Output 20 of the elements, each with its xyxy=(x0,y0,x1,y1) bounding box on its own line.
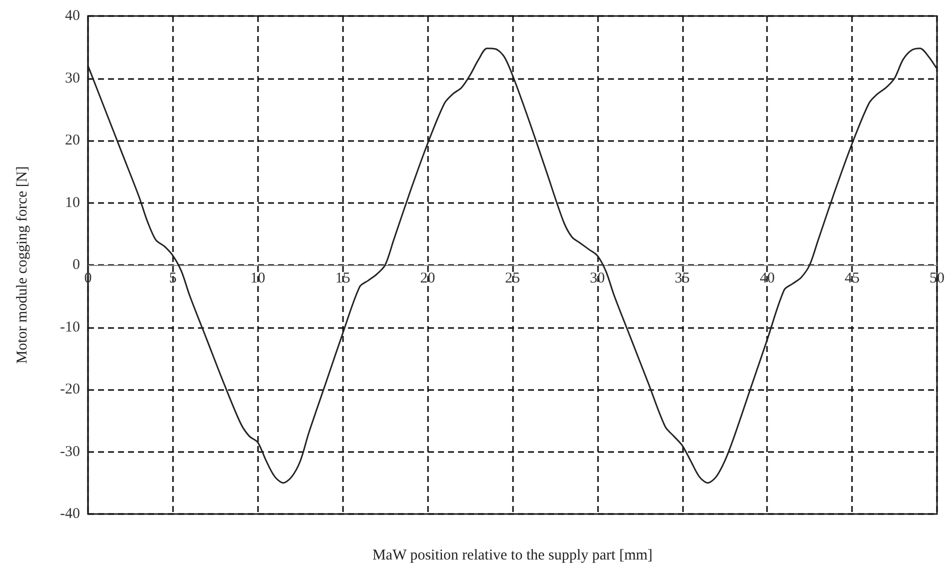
y-tick-label: 20 xyxy=(65,132,80,148)
x-tick-label: 25 xyxy=(505,270,520,286)
y-tick-label: -30 xyxy=(60,444,80,460)
x-axis-title: MaW position relative to the supply part [mm] xyxy=(372,548,653,564)
x-tick-label: 35 xyxy=(674,270,690,286)
x-tick-label: 40 xyxy=(760,270,775,286)
y-tick-label: -10 xyxy=(60,319,80,336)
x-tick-label: 5 xyxy=(169,270,177,286)
y-tick-label: -40 xyxy=(60,506,80,522)
x-tick-label: 20 xyxy=(420,270,436,286)
x-tick-label: 30 xyxy=(590,270,605,286)
y-tick-label: 10 xyxy=(65,194,80,211)
y-tick-label: 40 xyxy=(65,8,80,24)
y-tick-label: 0 xyxy=(72,257,80,273)
x-tick-label: 45 xyxy=(844,270,860,286)
y-tick-label: 30 xyxy=(65,70,80,86)
y-axis-title: Motor module cogging force [N] xyxy=(14,166,30,364)
x-tick-label: 15 xyxy=(335,270,350,286)
y-tick-label: -20 xyxy=(60,382,80,398)
x-tick-label: 10 xyxy=(250,270,266,286)
